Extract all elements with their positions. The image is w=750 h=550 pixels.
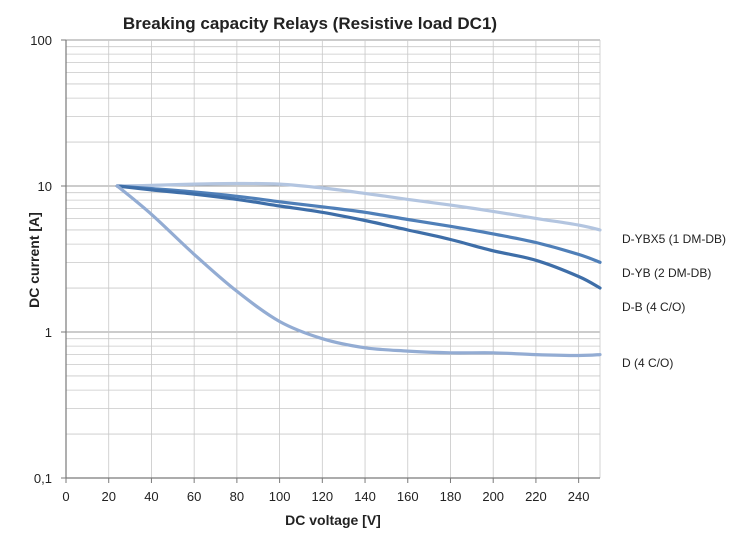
x-tick-label: 100 (269, 489, 291, 504)
x-tick-label: 220 (525, 489, 547, 504)
x-tick-label: 140 (354, 489, 376, 504)
series-line-d (115, 184, 602, 358)
legend-label-d-ybx5: D-YBX5 (1 DM-DB) (622, 232, 727, 246)
x-tick-label: 160 (397, 489, 419, 504)
x-tick-label: 120 (311, 489, 333, 504)
grid (66, 39, 601, 479)
axes (61, 39, 600, 483)
chart-title: Breaking capacity Relays (Resistive load… (122, 14, 498, 33)
series-line-d-ybx5 (115, 181, 602, 232)
y-tick-label: 0,1 (34, 471, 52, 486)
series-line-d-b (115, 184, 602, 290)
x-tick-label: 80 (230, 489, 244, 504)
x-tick-label: 60 (187, 489, 201, 504)
y-tick-label: 100 (30, 33, 52, 48)
legend-label-d-b: D-B (4 C/O) (622, 300, 686, 314)
y-tick-label: 10 (38, 179, 52, 194)
legend-label-d: D (4 C/O) (622, 356, 674, 370)
x-tick-label: 180 (440, 489, 462, 504)
legend-label-d-yb: D-YB (2 DM-DB) (622, 266, 712, 280)
x-tick-label: 40 (144, 489, 158, 504)
tick-labels: 0 20 40 60 80 100 120 140 160 180 200 220 240 0,1 1 10 1… (30, 33, 589, 504)
series-lines (115, 181, 602, 358)
y-tick-label: 1 (45, 325, 52, 340)
x-tick-label: 0 (62, 489, 69, 504)
y-axis-label: DC current [A] (26, 212, 42, 308)
x-tick-label: 200 (482, 489, 504, 504)
x-tick-label: 20 (101, 489, 115, 504)
x-tick-label: 240 (568, 489, 590, 504)
series-line-d-yb (115, 184, 602, 264)
x-axis-label: DC voltage [V] (285, 512, 381, 528)
